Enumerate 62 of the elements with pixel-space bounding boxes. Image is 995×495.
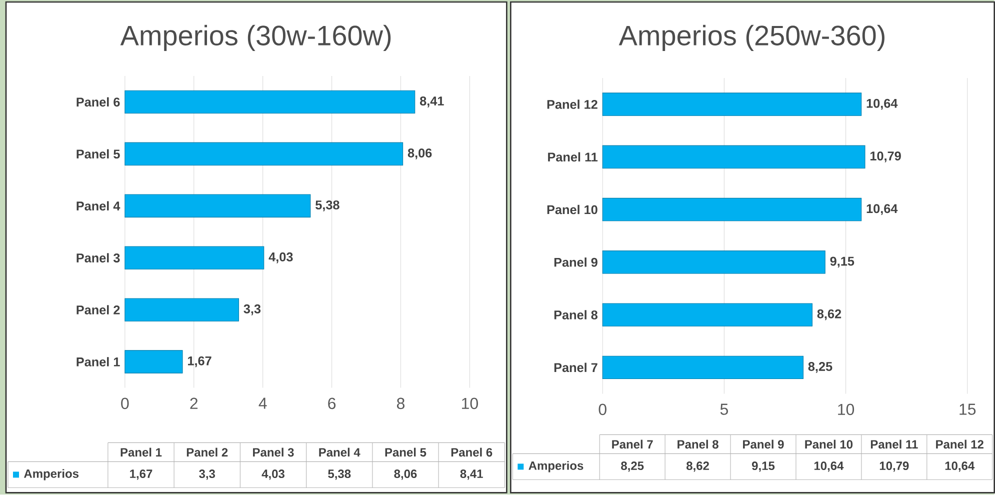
data-label: 10,79: [870, 152, 901, 162]
y-tick-label: Panel 7: [554, 362, 598, 372]
data-label: 4,03: [268, 252, 293, 264]
data-label: 10,64: [866, 204, 898, 216]
category-label: Panel 12: [936, 440, 984, 449]
y-tick-label: Panel 8: [554, 310, 598, 320]
x-tick-label: 0: [598, 404, 606, 416]
text: 8,25: [621, 462, 644, 472]
x-tick-label: 6: [328, 398, 336, 410]
x-tick-label: 10: [838, 404, 854, 416]
category-label: Panel 1: [120, 448, 162, 457]
data-label: 5,38: [316, 200, 340, 212]
data-label: 8,25: [808, 362, 832, 373]
data-label: 8,41: [420, 96, 444, 108]
x-tick-label: 4: [258, 398, 267, 409]
y-tick-label: Panel 3: [76, 253, 120, 263]
y-tick-label: Panel 10: [547, 205, 598, 214]
text: 8,62: [686, 462, 709, 472]
x-tick-label: 5: [720, 404, 728, 416]
x-tick-label: 2: [190, 398, 198, 410]
y-tick-label: Panel 9: [554, 258, 598, 267]
data-label: 9,15: [830, 256, 854, 268]
category-label: Panel 5: [385, 448, 426, 457]
category-label: Panel 8: [678, 440, 718, 449]
text: 1,67: [130, 470, 152, 480]
data-label: 10,64: [866, 99, 898, 110]
x-tick-label: 8: [396, 398, 404, 410]
category-label: Panel 3: [253, 448, 294, 457]
y-tick-label: Panel 5: [76, 149, 120, 159]
data-label: 8,06: [408, 148, 432, 160]
y-tick-label: Panel 1: [76, 357, 120, 367]
text: 10,79: [880, 462, 909, 472]
x-tick-label: 15: [960, 404, 976, 416]
text: 4,03: [262, 470, 284, 480]
text: 10,64: [945, 462, 975, 472]
legend-label: Amperios: [528, 461, 584, 472]
chart-title: Amperios (30w-160w): [120, 25, 391, 52]
text: 9,15: [752, 462, 775, 472]
legend-label: Amperios: [24, 469, 79, 480]
category-label: Panel 6: [451, 448, 492, 457]
chart-title: Amperios (250w-360): [618, 25, 884, 52]
data-label: 1,67: [188, 356, 212, 368]
text: 8,06: [394, 470, 417, 480]
y-tick-label: Panel 6: [76, 97, 120, 107]
x-tick-label: 10: [462, 398, 478, 410]
y-tick-label: Panel 12: [547, 100, 598, 110]
y-tick-label: Panel 2: [76, 305, 120, 315]
text: 3,3: [199, 470, 216, 480]
y-tick-label: Panel 4: [76, 201, 120, 211]
category-label: Panel 9: [743, 440, 784, 449]
category-label: Panel 10: [805, 440, 853, 449]
text: 10,64: [814, 462, 844, 472]
category-label: Panel 7: [612, 440, 653, 449]
x-tick-label: 0: [121, 398, 129, 410]
category-label: Panel 11: [870, 440, 918, 449]
data-label: 8,62: [817, 310, 842, 320]
text: 5,38: [328, 470, 351, 480]
y-tick-label: Panel 11: [548, 152, 598, 162]
category-label: Panel 2: [186, 448, 228, 457]
text: 8,41: [460, 470, 483, 480]
data-label: 3,3: [244, 304, 261, 316]
category-label: Panel 4: [319, 448, 360, 457]
